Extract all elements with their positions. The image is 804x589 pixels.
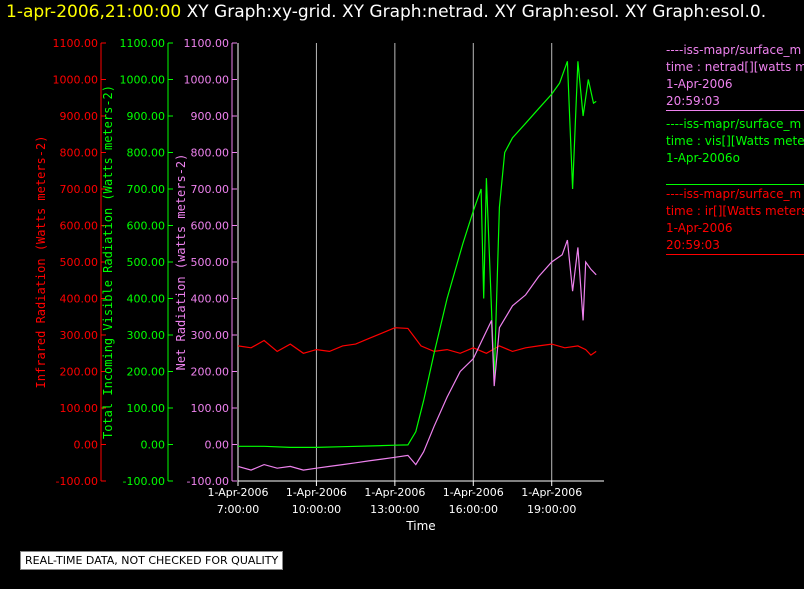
y-tick-label: 500.00 (60, 256, 99, 269)
y-tick-label: 1100.00 (184, 37, 230, 50)
x-tick-time: 13:00:00 (370, 503, 419, 516)
y-tick-label: -100.00 (56, 475, 98, 488)
legend-variable: time : netrad[][watts me (666, 60, 804, 74)
y-tick-label: 700.00 (127, 183, 166, 196)
legend-date: 1-Apr-2006 (666, 221, 733, 235)
y-tick-label: 800.00 (127, 147, 166, 160)
y-tick-label: 100.00 (60, 402, 99, 415)
y-tick-label: 600.00 (127, 220, 166, 233)
y-tick-label: 400.00 (191, 293, 230, 306)
y-tick-label: 800.00 (60, 147, 99, 160)
quality-note: REAL-TIME DATA, NOT CHECKED FOR QUALITY (20, 551, 284, 570)
title-bar: 1-apr-2006,21:00:00 XY Graph:xy-grid. XY… (6, 2, 766, 22)
y-tick-label: 400.00 (60, 293, 99, 306)
y-tick-label: 700.00 (60, 183, 99, 196)
legend-divider (666, 110, 804, 111)
y-tick-label: 500.00 (127, 256, 166, 269)
y-tick-label: 900.00 (127, 110, 166, 123)
x-tick-date: 1-Apr-2006 (443, 486, 504, 499)
x-tick-time: 16:00:00 (449, 503, 498, 516)
y-tick-label: 100.00 (191, 402, 230, 415)
y-axis-title-1: Infrared Radiation (Watts meters-2) (34, 136, 48, 389)
y-tick-label: 600.00 (191, 220, 230, 233)
legend-time (666, 167, 804, 184)
x-tick-date: 1-Apr-2006 (521, 486, 582, 499)
series-line-3 (237, 239, 597, 471)
y-tick-label: 800.00 (191, 147, 230, 160)
legend-source: ----iss-mapr/surface_m (666, 117, 802, 131)
y-tick-label: 100.00 (127, 402, 166, 415)
y-tick-label: 1000.00 (53, 74, 99, 87)
y-tick-label: 900.00 (60, 110, 99, 123)
y-axis-title-2: Total Incoming Visible Radiation (Watts … (101, 85, 115, 439)
y-tick-label: 600.00 (60, 220, 99, 233)
legend-divider (666, 184, 804, 185)
x-tick-time: 7:00:00 (217, 503, 259, 516)
y-axis-title-3: Net Radiation (watts meters-2) (174, 154, 188, 371)
timestamp-label: 1-apr-2006,21:00:00 (6, 2, 182, 22)
y-tick-label: 200.00 (127, 366, 166, 379)
legend-source: ----iss-mapr/surface_m (666, 187, 802, 201)
x-tick-time: 10:00:00 (292, 503, 341, 516)
y-tick-label: 900.00 (191, 110, 230, 123)
x-tick-date: 1-Apr-2006 (207, 486, 268, 499)
x-tick-date: 1-Apr-2006 (286, 486, 347, 499)
y-tick-label: 0.00 (141, 439, 166, 452)
xy-chart: -100.00 0.00 100.00 200.00 300.00 400.00 500.0… (34, 37, 604, 533)
legend-variable: time : ir[][Watts meters (666, 204, 804, 218)
y-tick-label: 0.00 (74, 439, 99, 452)
y-tick-label: 1100.00 (120, 37, 166, 50)
y-tick-label: 300.00 (60, 329, 99, 342)
y-tick-label: 700.00 (191, 183, 230, 196)
legend-date: 1-Apr-2006 (666, 77, 733, 91)
y-tick-label: 400.00 (127, 293, 166, 306)
legend-time: 20:59:03 (666, 94, 720, 108)
y-tick-label: 200.00 (60, 366, 99, 379)
y-tick-label: -100.00 (123, 475, 165, 488)
y-tick-label: 1000.00 (184, 74, 230, 87)
legend-variable: time : vis[][Watts mete (666, 134, 804, 148)
x-tick-date: 1-Apr-2006 (364, 486, 425, 499)
graph-list-label: XY Graph:xy-grid. XY Graph:netrad. XY Gr… (186, 2, 767, 22)
y-tick-label: 200.00 (191, 366, 230, 379)
series-line-2 (238, 61, 597, 448)
x-tick-time: 19:00:00 (527, 503, 576, 516)
legend-divider (666, 254, 804, 255)
y-tick-label: 500.00 (191, 256, 230, 269)
y-tick-label: 0.00 (205, 439, 230, 452)
legend-source: ----iss-mapr/surface_m (666, 43, 802, 57)
y-tick-label: 300.00 (127, 329, 166, 342)
legend-date: 1-Apr-2006o (666, 151, 740, 165)
y-tick-label: 1100.00 (53, 37, 99, 50)
x-axis-title: Time (405, 519, 435, 533)
y-tick-label: 300.00 (191, 329, 230, 342)
y-tick-label: -100.00 (187, 475, 229, 488)
series-line-1 (237, 327, 597, 356)
legend-time: 20:59:03 (666, 238, 720, 252)
y-tick-label: 1000.00 (120, 74, 166, 87)
